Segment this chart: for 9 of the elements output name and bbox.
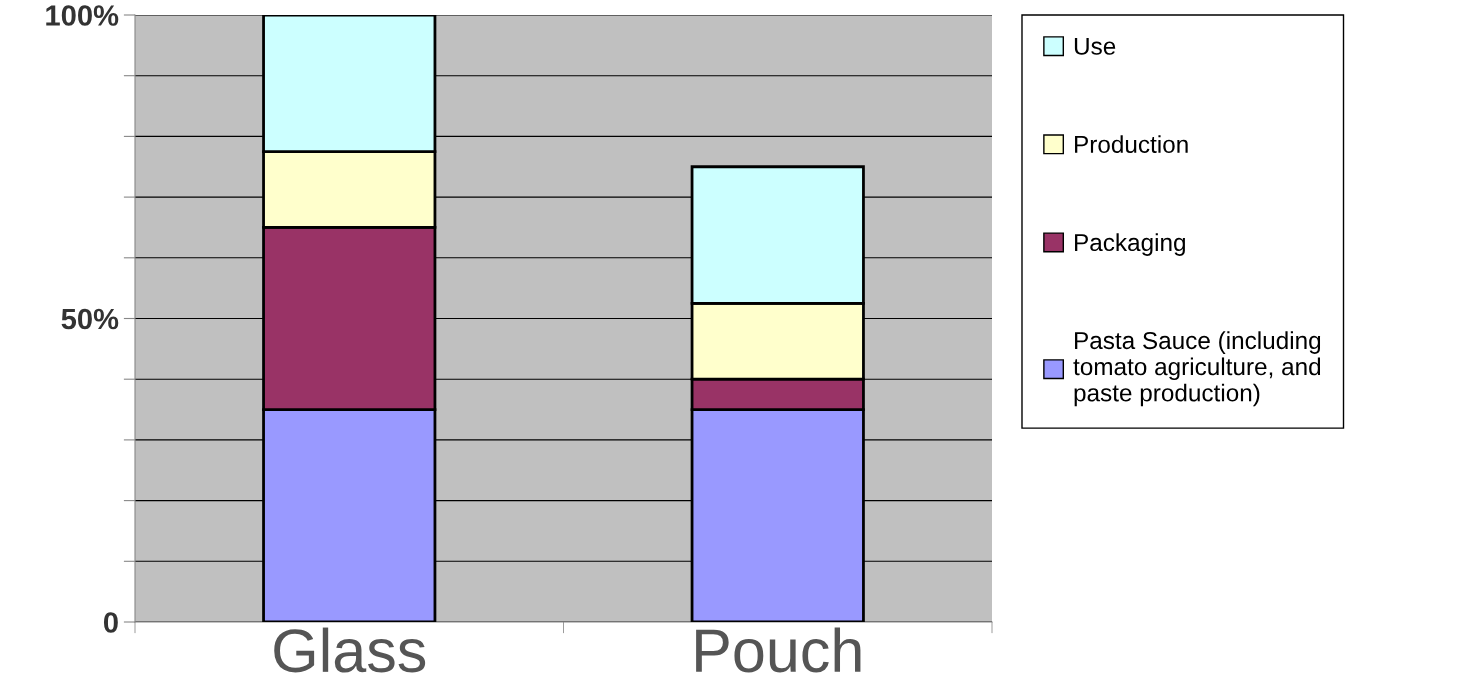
x-tick-label: Pouch	[696, 627, 861, 673]
legend-label: Production	[1075, 135, 1188, 153]
y-tick-label: 100%	[46, 5, 119, 26]
legend-label: Packaging	[1075, 233, 1185, 256]
x-tick-label: Glass	[274, 627, 426, 673]
y-tick-label: 0	[103, 612, 118, 633]
legend-label: Use	[1074, 37, 1116, 55]
y-tick-label: 50%	[61, 308, 119, 330]
legend-label: Pasta Sauce (including tomato agriculture, and paste production)	[1073, 331, 1321, 407]
